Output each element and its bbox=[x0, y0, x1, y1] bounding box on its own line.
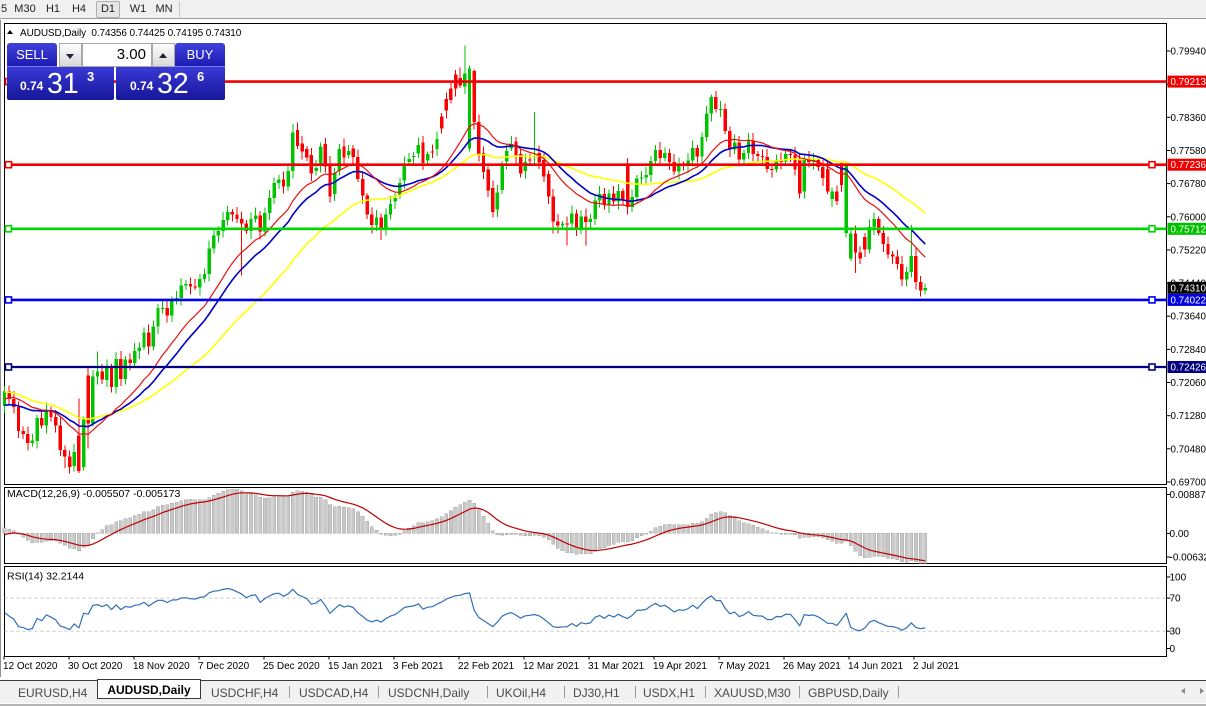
svg-text:0.78360: 0.78360 bbox=[1171, 113, 1206, 124]
svg-text:MACD(12,26,9) -0.005507 -0.005: MACD(12,26,9) -0.005507 -0.005173 bbox=[7, 488, 181, 500]
svg-text:0.76000: 0.76000 bbox=[1171, 212, 1206, 223]
svg-text:0.79213: 0.79213 bbox=[1171, 77, 1206, 88]
svg-text:0.70480: 0.70480 bbox=[1171, 444, 1206, 455]
svg-text:3 Feb 2021: 3 Feb 2021 bbox=[393, 661, 444, 672]
svg-text:0.00: 0.00 bbox=[1170, 529, 1190, 540]
svg-text:30 Oct 2020: 30 Oct 2020 bbox=[68, 661, 123, 672]
svg-text:0: 0 bbox=[1170, 644, 1176, 655]
svg-text:0.72060: 0.72060 bbox=[1171, 378, 1206, 389]
svg-text:0.76780: 0.76780 bbox=[1171, 179, 1206, 190]
svg-text:22 Feb 2021: 22 Feb 2021 bbox=[458, 661, 515, 672]
svg-text:-0.00632: -0.00632 bbox=[1170, 553, 1206, 564]
svg-text:0.75220: 0.75220 bbox=[1171, 245, 1206, 256]
svg-text:RSI(14) 32.2144: RSI(14) 32.2144 bbox=[7, 571, 84, 583]
svg-text:7 Dec 2020: 7 Dec 2020 bbox=[198, 661, 250, 672]
svg-text:0.71280: 0.71280 bbox=[1171, 411, 1206, 422]
svg-text:0.74022: 0.74022 bbox=[1171, 295, 1206, 306]
svg-text:12 Mar 2021: 12 Mar 2021 bbox=[523, 661, 580, 672]
svg-text:31 Mar 2021: 31 Mar 2021 bbox=[588, 661, 645, 672]
svg-text:0.77580: 0.77580 bbox=[1171, 146, 1206, 157]
svg-text:0.74310: 0.74310 bbox=[1171, 283, 1206, 294]
svg-text:0.69700: 0.69700 bbox=[1171, 478, 1206, 489]
svg-text:30: 30 bbox=[1170, 627, 1182, 638]
svg-text:2 Jul 2021: 2 Jul 2021 bbox=[913, 661, 960, 672]
svg-text:70: 70 bbox=[1170, 594, 1182, 605]
svg-text:0.73640: 0.73640 bbox=[1171, 312, 1206, 323]
svg-text:12 Oct 2020: 12 Oct 2020 bbox=[3, 661, 58, 672]
svg-text:19 Apr 2021: 19 Apr 2021 bbox=[653, 661, 707, 672]
svg-text:100: 100 bbox=[1170, 573, 1187, 584]
svg-text:0.72426: 0.72426 bbox=[1171, 363, 1206, 374]
svg-text:14 Jun 2021: 14 Jun 2021 bbox=[848, 661, 903, 672]
svg-text:0.008871: 0.008871 bbox=[1170, 490, 1206, 501]
svg-text:0.79940: 0.79940 bbox=[1171, 47, 1206, 58]
svg-text:18 Nov 2020: 18 Nov 2020 bbox=[133, 661, 190, 672]
svg-text:7 May 2021: 7 May 2021 bbox=[718, 661, 771, 672]
svg-text:0.75712: 0.75712 bbox=[1171, 224, 1206, 235]
svg-text:15 Jan 2021: 15 Jan 2021 bbox=[328, 661, 383, 672]
svg-text:26 May 2021: 26 May 2021 bbox=[783, 661, 841, 672]
svg-text:25 Dec 2020: 25 Dec 2020 bbox=[263, 661, 320, 672]
svg-text:0.77236: 0.77236 bbox=[1171, 160, 1206, 171]
svg-text:0.72840: 0.72840 bbox=[1171, 345, 1206, 356]
